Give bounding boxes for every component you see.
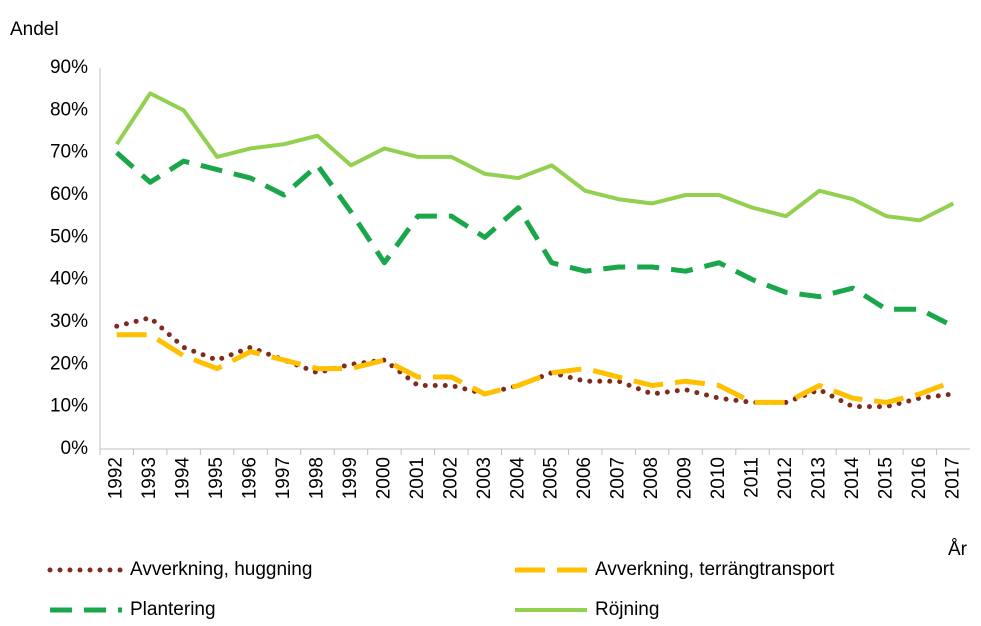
x-tick-label: 2016: [909, 457, 930, 499]
x-tick-label: 1996: [240, 457, 261, 499]
x-tick-label: 2013: [808, 457, 829, 499]
y-tick-label: 90%: [50, 57, 88, 78]
legend-label: Röjning: [595, 599, 659, 620]
x-tick-label: 2007: [608, 457, 629, 499]
y-tick-label: 50%: [50, 226, 88, 247]
y-tick-label: 30%: [50, 311, 88, 332]
y-tick-label: 70%: [50, 142, 88, 163]
y-tick-label: 80%: [50, 99, 88, 120]
y-tick-label: 20%: [50, 353, 88, 374]
x-tick-label: 1999: [340, 457, 361, 499]
x-tick-label: 2006: [574, 457, 595, 499]
x-tick-label: 2011: [742, 457, 763, 498]
y-tick-label: 10%: [50, 396, 88, 417]
legend-label: Avverkning, huggning: [130, 559, 312, 580]
x-tick-label: 2014: [842, 457, 863, 500]
legend-label: Avverkning, terrängtransport: [595, 559, 835, 580]
x-tick-label: 2000: [373, 457, 394, 499]
series-line: [114, 315, 956, 410]
y-tick-label: 0%: [61, 438, 89, 459]
x-tick-label: 1998: [307, 457, 328, 499]
x-tick-label: 2005: [541, 457, 562, 499]
x-tick-label: 1995: [206, 457, 227, 499]
x-tick-label: 2003: [474, 457, 495, 499]
x-tick-label: 2004: [507, 457, 528, 500]
x-tick-label: 2012: [775, 457, 796, 499]
legend-label: Plantering: [130, 599, 216, 620]
x-tick-label: 1992: [106, 457, 127, 499]
x-tick-label: 2010: [708, 457, 729, 499]
series-line: [116, 332, 955, 405]
series-line: [115, 91, 955, 223]
x-tick-label: 2001: [407, 457, 428, 499]
x-tick-label: 2015: [875, 457, 896, 499]
y-tick-label: 60%: [50, 184, 88, 205]
y-axis-label: Andel: [10, 19, 59, 40]
x-tick-label: 2009: [675, 457, 696, 499]
x-axis-label: År: [948, 539, 968, 560]
x-tick-label: 1997: [273, 457, 294, 499]
x-tick-label: 2002: [440, 457, 461, 499]
x-tick-label: 1994: [173, 457, 194, 500]
series-line: [115, 150, 955, 329]
x-tick-label: 2008: [641, 457, 662, 499]
y-tick-label: 40%: [50, 269, 88, 290]
x-tick-label: 1993: [139, 457, 160, 499]
x-tick-label: 2017: [942, 457, 963, 499]
